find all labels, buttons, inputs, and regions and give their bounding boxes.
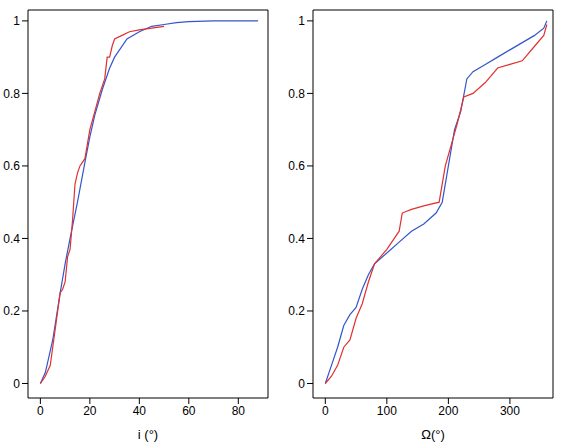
svg-text:0: 0 xyxy=(298,377,305,391)
svg-text:0.8: 0.8 xyxy=(8,87,20,101)
svg-text:100: 100 xyxy=(377,404,397,418)
svg-text:80: 80 xyxy=(232,404,246,418)
svg-text:0.4: 0.4 xyxy=(288,232,305,246)
svg-text:i (°): i (°) xyxy=(138,427,158,442)
svg-text:Ω(°): Ω(°) xyxy=(421,427,445,442)
svg-text:1: 1 xyxy=(298,14,305,28)
svg-text:0: 0 xyxy=(37,404,44,418)
svg-text:300: 300 xyxy=(500,404,520,418)
svg-text:0.2: 0.2 xyxy=(288,304,305,318)
svg-text:200: 200 xyxy=(438,404,458,418)
svg-text:0.8: 0.8 xyxy=(288,87,305,101)
svg-text:60: 60 xyxy=(182,404,196,418)
svg-text:0.2: 0.2 xyxy=(8,304,20,318)
svg-text:20: 20 xyxy=(83,404,97,418)
svg-text:0: 0 xyxy=(13,377,20,391)
svg-text:0.4: 0.4 xyxy=(8,232,20,246)
svg-text:1: 1 xyxy=(13,14,20,28)
svg-text:40: 40 xyxy=(133,404,147,418)
svg-text:0: 0 xyxy=(322,404,329,418)
svg-text:0.6: 0.6 xyxy=(288,159,305,173)
svg-text:0.6: 0.6 xyxy=(8,159,20,173)
